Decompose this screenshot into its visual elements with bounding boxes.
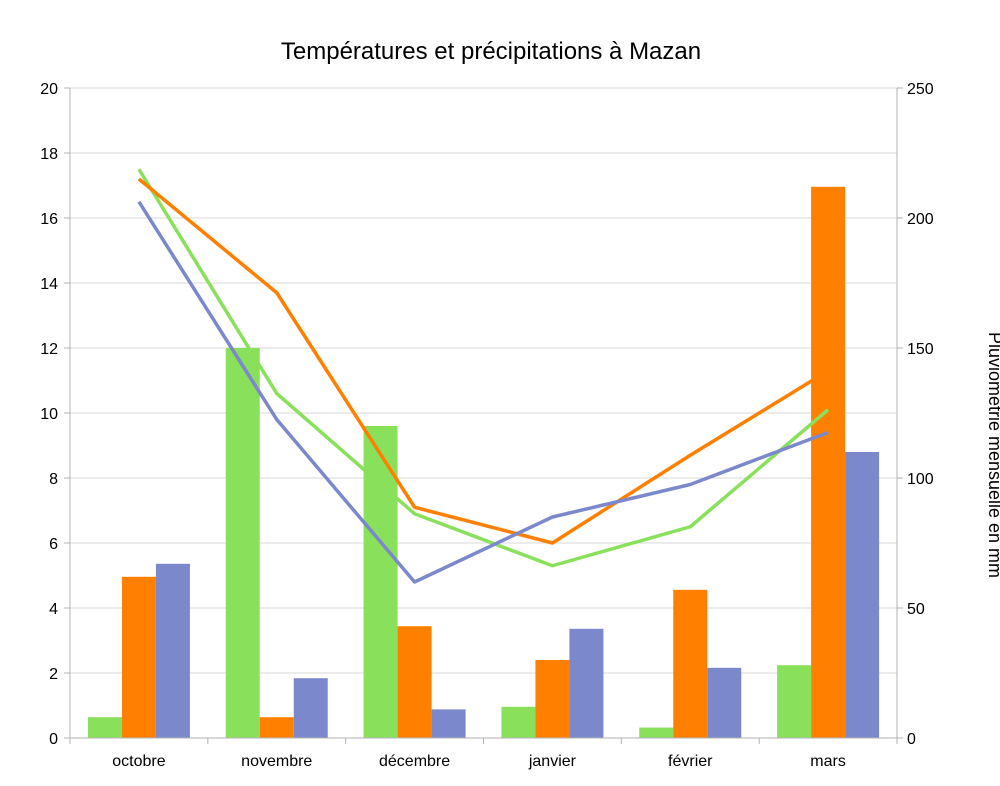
bar (811, 186, 846, 739)
y-tick-label-left: 16 (40, 211, 58, 228)
y-tick-label-left: 4 (49, 601, 58, 618)
bar (155, 563, 190, 738)
x-tick-label: mars (810, 753, 846, 770)
x-tick-label: novembre (241, 753, 312, 770)
bar (845, 452, 880, 738)
y-tick-label-right: 100 (907, 471, 934, 488)
y-axis-title-right: Pluviométrie mensuelle en mm (985, 332, 1000, 578)
y-tick-label-right: 50 (907, 601, 925, 618)
x-tick-label: février (668, 753, 713, 770)
lines (137, 168, 830, 584)
series-line (137, 200, 829, 584)
y-tick-label-right: 0 (907, 731, 916, 748)
bar (87, 717, 122, 738)
y-tick-label-left: 10 (40, 406, 58, 423)
bar (397, 626, 432, 738)
series-line (137, 177, 829, 545)
bar (363, 426, 398, 738)
y-tick-label-left: 14 (40, 276, 58, 293)
series-line (137, 168, 830, 568)
bar (535, 660, 570, 738)
bar (431, 709, 466, 738)
bar (707, 667, 742, 738)
y-tick-label-left: 20 (40, 81, 58, 98)
bar (639, 727, 674, 738)
y-tick-label-left: 12 (40, 341, 58, 358)
y-tick-label-left: 0 (49, 731, 58, 748)
gridlines (70, 87, 897, 674)
y-tick-label-left: 2 (49, 666, 58, 683)
y-tick-label-left: 18 (40, 146, 58, 163)
bar (259, 717, 294, 738)
bar (121, 576, 156, 738)
x-tick-label: décembre (379, 753, 450, 770)
bar (225, 348, 260, 738)
y-tick-label-left: 8 (49, 471, 58, 488)
chart-title: Températures et précipitations à Mazan (281, 38, 701, 65)
x-tick-label: janvier (528, 753, 577, 770)
y-tick-label-right: 150 (907, 341, 934, 358)
bar (501, 706, 536, 738)
y-tick-label-left: 6 (49, 536, 58, 553)
y-tick-label-right: 250 (907, 81, 934, 98)
bar (569, 628, 604, 738)
x-tick-label: octobre (112, 753, 165, 770)
bars (87, 186, 880, 739)
y-tick-label-right: 200 (907, 211, 934, 228)
bar (673, 589, 708, 738)
bar (293, 678, 328, 738)
bar (777, 665, 812, 738)
